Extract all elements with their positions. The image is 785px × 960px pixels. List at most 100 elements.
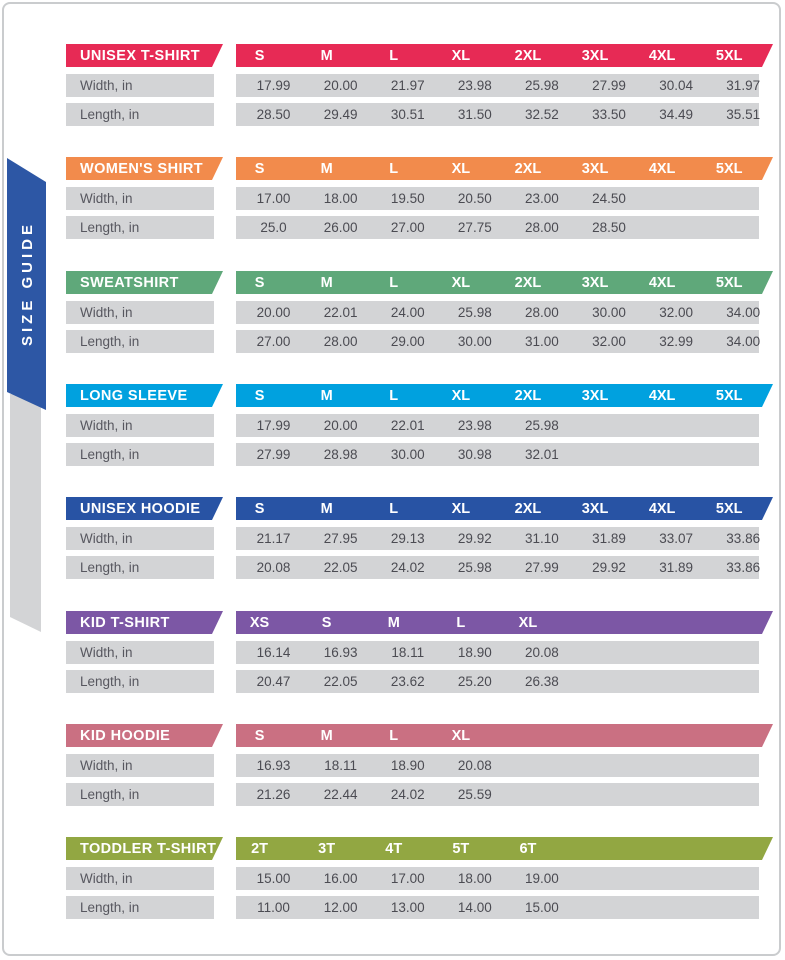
value-cell: 18.00 <box>323 191 358 206</box>
size-cell: L <box>389 47 399 64</box>
value-cell: 22.44 <box>323 787 358 802</box>
garment-label-band: KID T-SHIRT <box>66 611 223 634</box>
size-cell: 3XL <box>581 47 609 64</box>
size-cell: 4XL <box>648 47 676 64</box>
length-row-label: Length, in <box>66 556 214 579</box>
size-cell: S <box>254 274 265 291</box>
ribbon-tail <box>10 394 41 632</box>
value-cell: 18.00 <box>457 871 492 886</box>
length-row-label: Length, in <box>66 670 214 693</box>
length-values-row: 21.26 22.44 24.02 25.59 <box>236 783 759 806</box>
size-guide-ribbon: SIZE GUIDE <box>7 158 46 410</box>
size-cell: L <box>389 727 399 744</box>
size-header-row: S M L XL 2XL 3XL 4XL 5XL <box>236 497 773 520</box>
value-cell: 23.62 <box>390 674 425 689</box>
value-cell: 18.90 <box>457 645 492 660</box>
garment-label: UNISEX HOODIE <box>80 500 201 517</box>
size-cell: XS <box>249 614 270 631</box>
size-cell: 5XL <box>715 47 743 64</box>
value-cell: 31.50 <box>457 107 492 122</box>
width-row-label: Width, in <box>66 74 214 97</box>
length-row-label: Length, in <box>66 330 214 353</box>
value-cell: 20.00 <box>323 418 358 433</box>
length-row-label: Length, in <box>66 783 214 806</box>
value-cell: 12.00 <box>323 900 358 915</box>
value-cell: 25.98 <box>457 560 492 575</box>
garment-label-band: TODDLER T-SHIRT <box>66 837 223 860</box>
width-values-row: 16.93 18.11 18.90 20.08 <box>236 754 759 777</box>
size-cell: 5XL <box>715 500 743 517</box>
size-cell: XL <box>451 47 471 64</box>
value-cell: 20.50 <box>457 191 492 206</box>
size-cell: S <box>254 500 265 517</box>
size-cell: 4XL <box>648 160 676 177</box>
value-cell: 25.20 <box>457 674 492 689</box>
size-header-row: S M L XL <box>236 724 773 747</box>
length-values-row: 27.99 28.98 30.00 30.98 32.01 <box>236 443 759 466</box>
value-cell: 27.99 <box>525 560 559 575</box>
size-section: WOMEN'S SHIRT S M L XL 2XL 3XL 4XL 5XL Width, i… <box>4 157 781 245</box>
value-cell: 24.02 <box>390 787 425 802</box>
size-cell: 4XL <box>648 387 676 404</box>
value-cell: 20.08 <box>457 758 492 773</box>
value-cell: 22.01 <box>390 418 425 433</box>
value-cell: 13.00 <box>390 900 425 915</box>
value-cell: 15.00 <box>525 900 559 915</box>
value-cell: 23.00 <box>525 191 559 206</box>
size-cell: 3XL <box>581 500 609 517</box>
value-cell: 19.00 <box>525 871 559 886</box>
length-row-label: Length, in <box>66 216 214 239</box>
value-cell: 16.14 <box>256 645 291 660</box>
size-header-row: S M L XL 2XL 3XL 4XL 5XL <box>236 271 773 294</box>
value-cell: 17.99 <box>256 418 291 433</box>
size-cell: S <box>254 387 265 404</box>
garment-label-band: LONG SLEEVE <box>66 384 223 407</box>
size-cell: XL <box>451 500 471 517</box>
value-cell: 34.00 <box>726 334 761 349</box>
value-cell: 27.95 <box>323 531 358 546</box>
size-cell: M <box>320 274 333 291</box>
value-cell: 29.92 <box>592 560 626 575</box>
value-cell: 14.00 <box>457 900 492 915</box>
value-cell: 21.26 <box>256 787 291 802</box>
width-row-label: Width, in <box>66 187 214 210</box>
value-cell: 26.00 <box>323 220 358 235</box>
size-cell: 3XL <box>581 274 609 291</box>
size-cell: 3XL <box>581 387 609 404</box>
garment-label: KID HOODIE <box>80 727 171 744</box>
garment-label: SWEATSHIRT <box>80 274 179 291</box>
value-cell: 18.11 <box>324 758 358 773</box>
value-cell: 29.49 <box>323 107 358 122</box>
value-cell: 31.00 <box>525 334 559 349</box>
width-row-label: Width, in <box>66 527 214 550</box>
value-cell: 32.00 <box>592 334 626 349</box>
value-cell: 33.86 <box>726 560 761 575</box>
value-cell: 22.05 <box>323 560 358 575</box>
length-values-row: 28.50 29.49 30.51 31.50 32.52 33.50 34.49 35.51 <box>236 103 760 126</box>
value-cell: 20.08 <box>525 645 559 660</box>
width-values-row: 17.99 20.00 22.01 23.98 25.98 <box>236 414 759 437</box>
length-values-row: 11.00 12.00 13.00 14.00 15.00 <box>236 896 759 919</box>
value-cell: 27.99 <box>256 447 291 462</box>
garment-label-band: UNISEX HOODIE <box>66 497 223 520</box>
value-cell: 24.00 <box>390 305 425 320</box>
value-cell: 20.47 <box>256 674 291 689</box>
value-cell: 25.98 <box>457 305 492 320</box>
size-cell: 3T <box>318 840 336 857</box>
width-values-row: 16.14 16.93 18.11 18.90 20.08 <box>236 641 759 664</box>
value-cell: 33.50 <box>592 107 626 122</box>
size-cell: L <box>389 500 399 517</box>
size-section: UNISEX T-SHIRT S M L XL 2XL 3XL 4XL 5XL Width, … <box>4 44 781 132</box>
value-cell: 27.00 <box>256 334 291 349</box>
value-cell: 25.0 <box>260 220 287 235</box>
size-cell: 2XL <box>514 387 542 404</box>
value-cell: 28.50 <box>256 107 291 122</box>
value-cell: 25.98 <box>525 418 559 433</box>
length-values-row: 27.00 28.00 29.00 30.00 31.00 32.00 32.99 34.00 <box>236 330 760 353</box>
size-cell: 4T <box>385 840 403 857</box>
value-cell: 32.99 <box>659 334 693 349</box>
size-cell: M <box>387 614 400 631</box>
size-cell: M <box>320 47 333 64</box>
value-cell: 33.86 <box>726 531 761 546</box>
width-row-label: Width, in <box>66 641 214 664</box>
